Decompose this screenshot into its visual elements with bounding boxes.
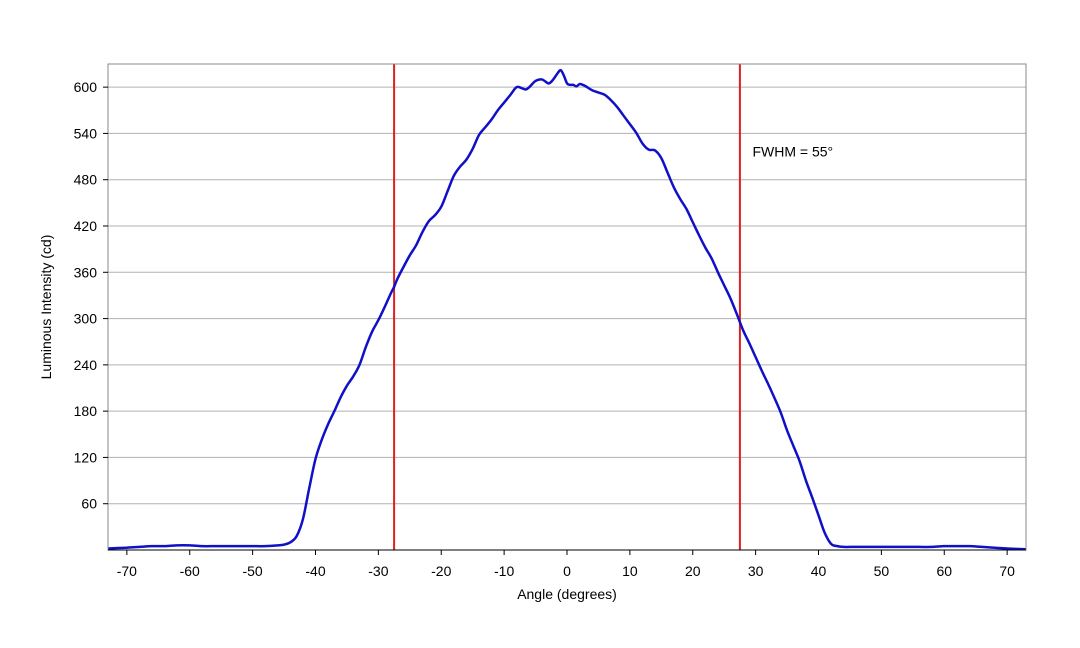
x-axis-label: Angle (degrees) xyxy=(517,586,617,602)
y-tick-label: 540 xyxy=(74,125,98,141)
x-tick-label: -70 xyxy=(117,563,137,579)
x-tick-label: -30 xyxy=(368,563,388,579)
x-tick-label: 30 xyxy=(748,563,764,579)
plot-frame xyxy=(107,63,1027,551)
x-tick-label: 20 xyxy=(685,563,701,579)
x-tick-label: -10 xyxy=(494,563,514,579)
series-line xyxy=(107,68,1027,551)
y-axis-ticks: 60 120 180 240 300 360 420 480 540 600 xyxy=(74,79,1026,551)
x-tick-label: -40 xyxy=(305,563,325,579)
x-tick-label: -20 xyxy=(431,563,451,579)
y-tick-label: 420 xyxy=(74,218,98,234)
y-tick-label: 60 xyxy=(81,496,97,512)
x-tick-label: -50 xyxy=(242,563,262,579)
y-tick-label: 240 xyxy=(74,357,98,373)
gridlines xyxy=(108,86,1026,505)
y-tick-label: 480 xyxy=(74,172,98,188)
x-tick-label: 50 xyxy=(874,563,890,579)
annotations: FWHM = 55° xyxy=(752,144,833,160)
y-tick-label: 300 xyxy=(74,311,98,327)
series-layer xyxy=(107,68,1027,551)
x-tick-label: 70 xyxy=(999,563,1015,579)
y-axis-label: Luminous Intensity (cd) xyxy=(38,235,54,380)
x-tick-label: -60 xyxy=(180,563,200,579)
x-tick-label: 10 xyxy=(622,563,638,579)
y-tick-label: 600 xyxy=(74,79,98,95)
x-tick-label: 40 xyxy=(811,563,827,579)
x-tick-label: 60 xyxy=(936,563,952,579)
fwhm-marker-lines xyxy=(393,64,741,550)
x-tick-label: 0 xyxy=(563,563,571,579)
y-tick-label: 360 xyxy=(74,264,98,280)
fwhm-annotation: FWHM = 55° xyxy=(752,144,833,160)
y-tick-label: 120 xyxy=(74,449,98,465)
x-axis-ticks: -70 -60 -50 -40 -30 -20 -10 0 10 20 30 40 50 60 70 xyxy=(117,550,1015,579)
y-tick-label: 180 xyxy=(74,403,98,419)
